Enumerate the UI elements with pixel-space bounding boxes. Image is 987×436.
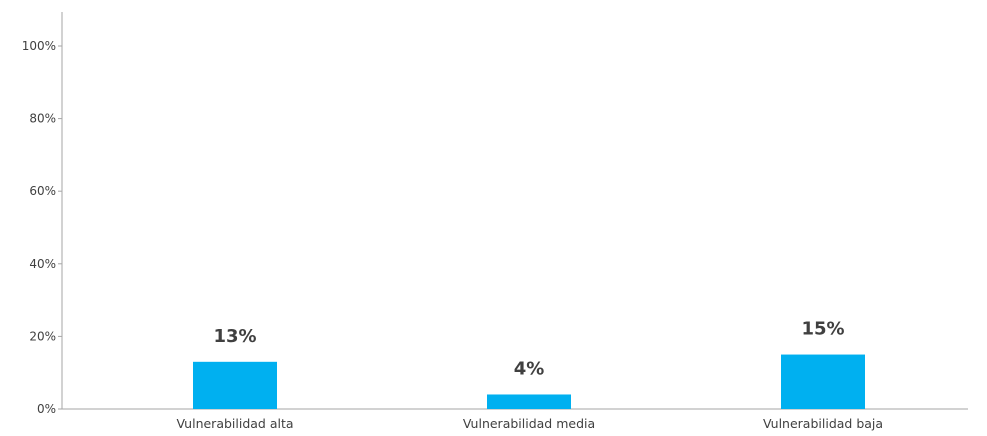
y-tick-label: 100% bbox=[22, 39, 56, 53]
bar bbox=[193, 361, 277, 409]
category-label: Vulnerabilidad alta bbox=[176, 416, 293, 431]
y-tick-label: 20% bbox=[29, 329, 56, 343]
bar bbox=[781, 354, 865, 409]
bars bbox=[193, 354, 865, 409]
category-label: Vulnerabilidad media bbox=[463, 416, 595, 431]
data-label: 4% bbox=[514, 358, 545, 379]
data-label: 13% bbox=[213, 326, 256, 347]
data-label: 15% bbox=[801, 319, 844, 340]
y-tick-label: 0% bbox=[37, 402, 56, 416]
y-tick-label: 40% bbox=[29, 257, 56, 271]
y-axis-ticks: 0% 20% 40% 60% 80% 100% bbox=[22, 39, 62, 416]
category-label: Vulnerabilidad baja bbox=[763, 416, 883, 431]
y-tick-label: 80% bbox=[29, 112, 56, 126]
data-labels: 13% 4% 15% bbox=[213, 319, 844, 380]
axes bbox=[61, 12, 968, 410]
y-tick-label: 60% bbox=[29, 184, 56, 198]
bar bbox=[487, 394, 571, 409]
category-labels: Vulnerabilidad alta Vulnerabilidad media V… bbox=[176, 416, 883, 431]
